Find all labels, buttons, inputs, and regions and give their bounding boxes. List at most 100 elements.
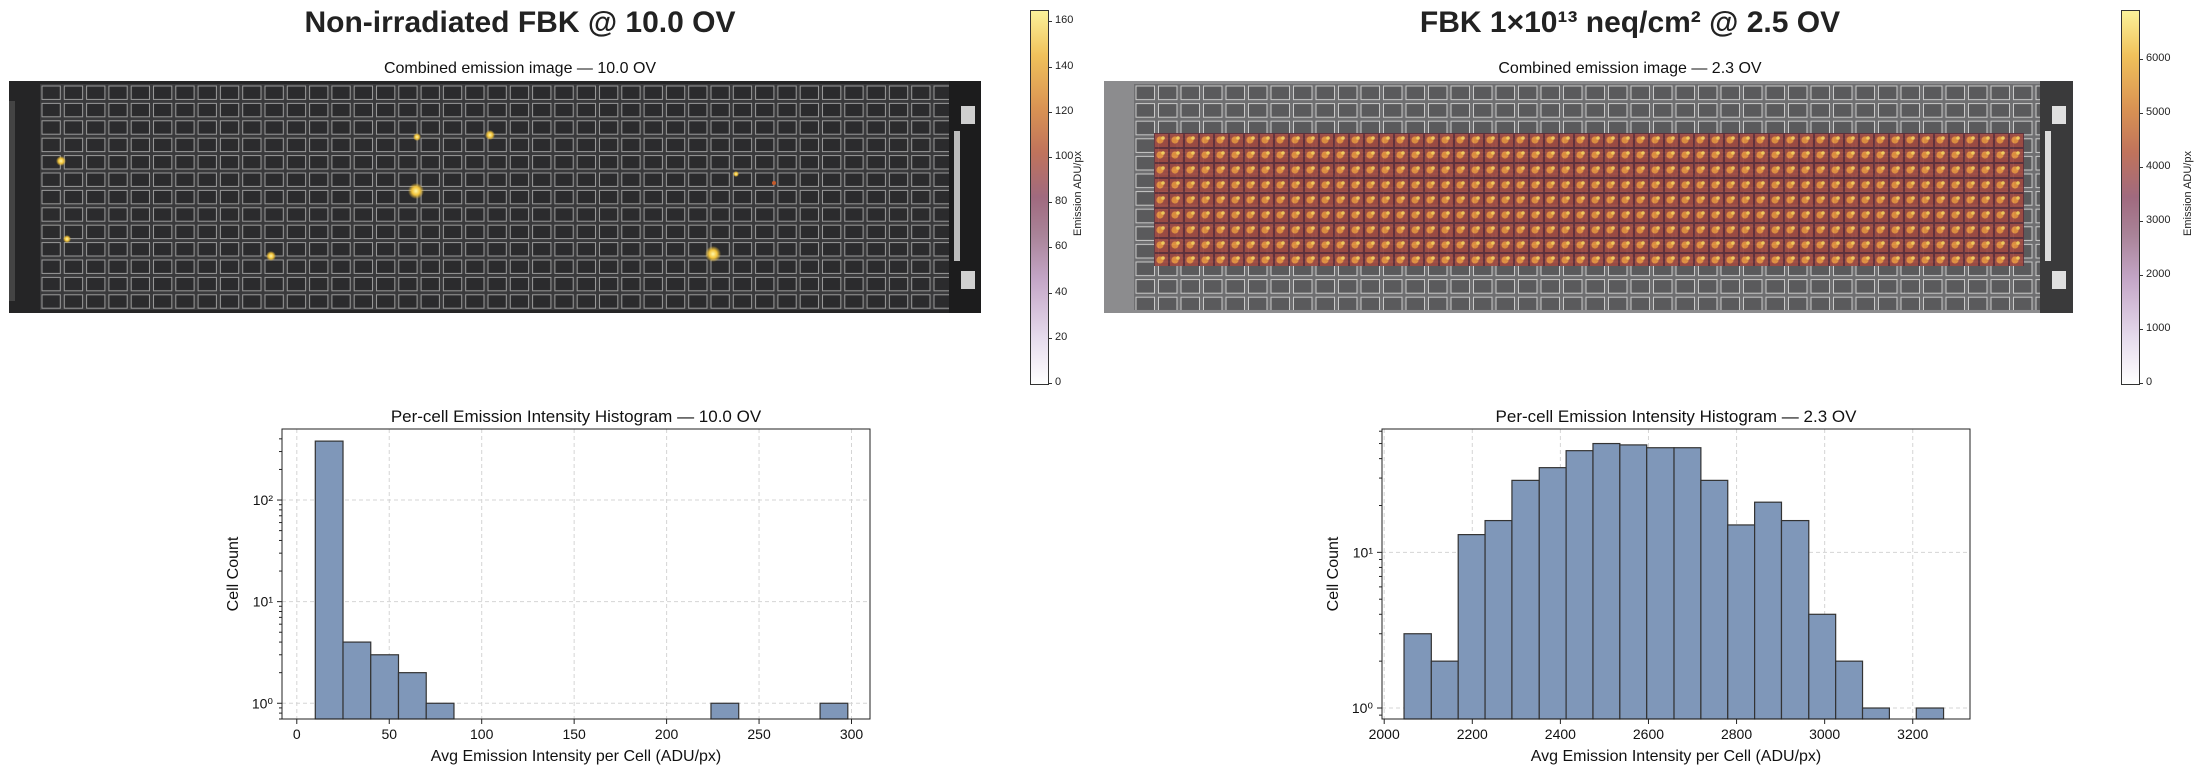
left-colorbar-label: Emission ADU/px xyxy=(1072,151,1084,236)
histogram-bar xyxy=(1754,501,1783,720)
x-tick-label: 200 xyxy=(655,726,679,742)
x-tick-label: 300 xyxy=(840,726,864,742)
right-colorbar xyxy=(2121,10,2140,385)
x-tick-label: 2400 xyxy=(1545,726,1576,742)
colorbar-tick-mark xyxy=(2139,383,2143,384)
y-tick-label: 10⁰ xyxy=(252,695,274,711)
x-tick-label: 3000 xyxy=(1809,726,1840,742)
histogram-bar xyxy=(425,702,455,720)
colorbar-tick-mark xyxy=(1048,21,1052,23)
left-emission-image xyxy=(9,81,981,313)
y-tick-label: 10⁰ xyxy=(1352,700,1374,716)
x-tick-label: 250 xyxy=(747,726,771,742)
colorbar-tick-label: 20 xyxy=(1055,330,1068,343)
histogram-bar xyxy=(314,440,344,720)
histogram-bar xyxy=(1915,707,1945,720)
colorbar-tick-mark xyxy=(2139,166,2143,168)
histogram-bar xyxy=(1619,444,1648,720)
colorbar-tick-label: 5000 xyxy=(2146,105,2171,118)
colorbar-tick-mark xyxy=(1048,247,1052,249)
y-axis-label: Cell Count xyxy=(1325,536,1342,611)
right-emission-image xyxy=(1104,81,2073,313)
x-axis-label: Avg Emission Intensity per Cell (ADU/px) xyxy=(1531,748,1821,765)
plot-frame xyxy=(1381,428,1971,720)
histogram-bar xyxy=(1646,447,1675,720)
colorbar-tick-label: 3000 xyxy=(2146,213,2171,226)
colorbar-tick-mark xyxy=(2139,220,2143,222)
histogram-bar xyxy=(1538,467,1567,720)
histogram-bar xyxy=(1780,519,1810,720)
left-panel-title: Non-irradiated FBK @ 10.0 OV xyxy=(304,6,736,39)
colorbar-tick-mark xyxy=(1048,202,1052,204)
x-tick-label: 2000 xyxy=(1369,726,1400,742)
colorbar-tick-label: 100 xyxy=(1055,149,1074,162)
histogram-title: Per-cell Emission Intensity Histogram — … xyxy=(391,407,762,426)
histogram-bar xyxy=(1565,450,1594,720)
colorbar-tick-label: 120 xyxy=(1055,104,1074,117)
plot-frame xyxy=(281,428,871,720)
y-axis-label: Cell Count xyxy=(225,536,242,611)
x-tick-label: 2600 xyxy=(1633,726,1664,742)
histogram-bar xyxy=(1700,479,1729,720)
histogram-bar xyxy=(1457,534,1486,720)
colorbar-tick-label: 0 xyxy=(2146,376,2153,388)
histogram-bar xyxy=(1835,660,1864,720)
histogram-bar xyxy=(342,641,372,720)
colorbar-tick-mark xyxy=(1048,111,1052,113)
histogram-bar xyxy=(1861,707,1890,720)
histogram-bar xyxy=(397,672,427,720)
colorbar-tick-mark xyxy=(1048,337,1052,339)
histogram-bar xyxy=(1727,524,1756,720)
right-image-title: Combined emission image — 2.3 OV xyxy=(1498,60,1762,77)
left-image-title: Combined emission image — 10.0 OV xyxy=(383,60,657,77)
right-panel-title: FBK 1×10¹³ neq/cm² @ 2.5 OV xyxy=(1419,6,1841,39)
x-tick-label: 3200 xyxy=(1897,726,1928,742)
histogram-bar xyxy=(819,702,849,720)
right-histogram: Per-cell Emission Intensity Histogram — … xyxy=(1325,407,1971,765)
histogram-bar xyxy=(1673,447,1702,720)
histogram-bar xyxy=(1592,442,1621,720)
colorbar-tick-label: 140 xyxy=(1055,59,1074,72)
left-emission-svg xyxy=(9,81,981,313)
histogram-bar xyxy=(1403,633,1432,720)
x-tick-label: 50 xyxy=(381,726,397,742)
x-tick-label: 2200 xyxy=(1457,726,1488,742)
colorbar-tick-label: 6000 xyxy=(2146,51,2171,64)
left-hotspots xyxy=(56,130,776,262)
x-tick-label: 2800 xyxy=(1721,726,1752,742)
histogram-bar xyxy=(370,654,400,720)
colorbar-tick-mark xyxy=(1048,383,1052,384)
y-tick-label: 10² xyxy=(253,492,274,508)
left-histogram: Per-cell Emission Intensity Histogram — … xyxy=(225,407,871,765)
colorbar-tick-label: 80 xyxy=(1055,195,1068,208)
x-tick-label: 150 xyxy=(562,726,586,742)
colorbar-tick-mark xyxy=(1048,66,1052,68)
left-colorbar xyxy=(1030,10,1049,385)
histogram-title: Per-cell Emission Intensity Histogram — … xyxy=(1496,407,1858,426)
right-colorbar-label: Emission ADU/px xyxy=(2182,151,2194,236)
x-axis-label: Avg Emission Intensity per Cell (ADU/px) xyxy=(431,748,721,765)
colorbar-tick-label: 0 xyxy=(1055,376,1062,388)
colorbar-tick-mark xyxy=(2139,58,2143,60)
right-emission-svg xyxy=(1104,81,2073,313)
colorbar-tick-label: 40 xyxy=(1055,285,1068,298)
colorbar-tick-mark xyxy=(1048,292,1052,294)
histogram-bar xyxy=(1511,479,1540,720)
colorbar-tick-mark xyxy=(2139,328,2143,330)
colorbar-tick-label: 2000 xyxy=(2146,267,2171,280)
colorbar-tick-label: 4000 xyxy=(2146,159,2171,172)
y-tick-label: 10¹ xyxy=(253,594,274,610)
colorbar-tick-mark xyxy=(2139,274,2143,276)
x-tick-label: 0 xyxy=(293,726,301,742)
y-tick-label: 10¹ xyxy=(1353,544,1374,560)
colorbar-tick-label: 1000 xyxy=(2146,321,2171,334)
x-tick-label: 100 xyxy=(470,726,494,742)
colorbar-tick-label: 60 xyxy=(1055,240,1068,253)
colorbar-tick-mark xyxy=(1048,156,1052,158)
colorbar-tick-mark xyxy=(2139,112,2143,114)
histogram-bar xyxy=(710,702,740,720)
histogram-bar xyxy=(1430,660,1459,720)
histogram-bar xyxy=(1808,613,1837,720)
histogram-bar xyxy=(1484,519,1513,720)
colorbar-tick-label: 160 xyxy=(1055,14,1074,27)
